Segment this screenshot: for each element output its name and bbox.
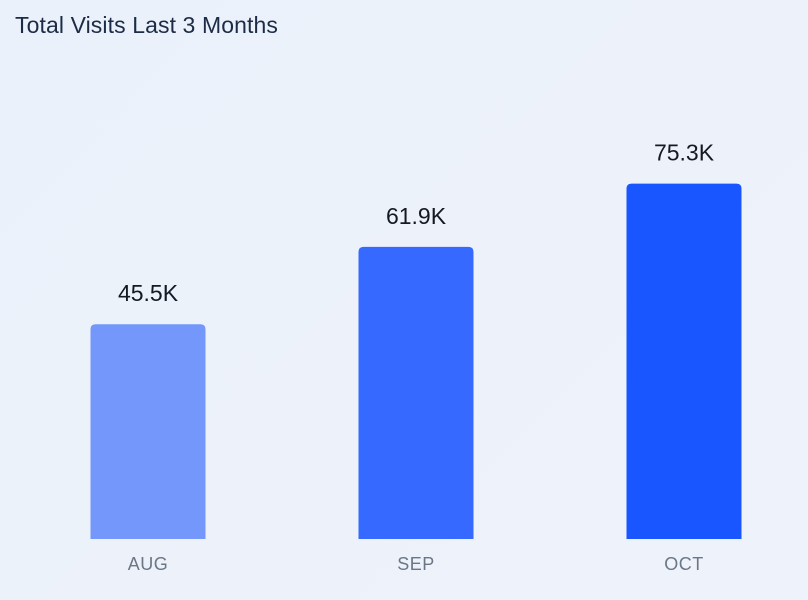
x-axis-ticks: AUG SEP OCT [128, 554, 704, 574]
bar-aug [90, 324, 206, 539]
value-label-sep: 61.9K [386, 203, 447, 229]
bar-oct [626, 183, 742, 540]
value-label-oct: 75.3K [654, 140, 715, 166]
bar-sep [358, 246, 474, 539]
bars-group [90, 183, 742, 540]
x-tick-label-sep: SEP [397, 554, 435, 574]
value-label-aug: 45.5K [118, 280, 179, 306]
x-tick-label-oct: OCT [664, 554, 704, 574]
chart-title: Total Visits Last 3 Months [15, 12, 278, 38]
value-labels-group: 45.5K 61.9K 75.3K [118, 140, 715, 307]
x-tick-label-aug: AUG [128, 554, 169, 574]
